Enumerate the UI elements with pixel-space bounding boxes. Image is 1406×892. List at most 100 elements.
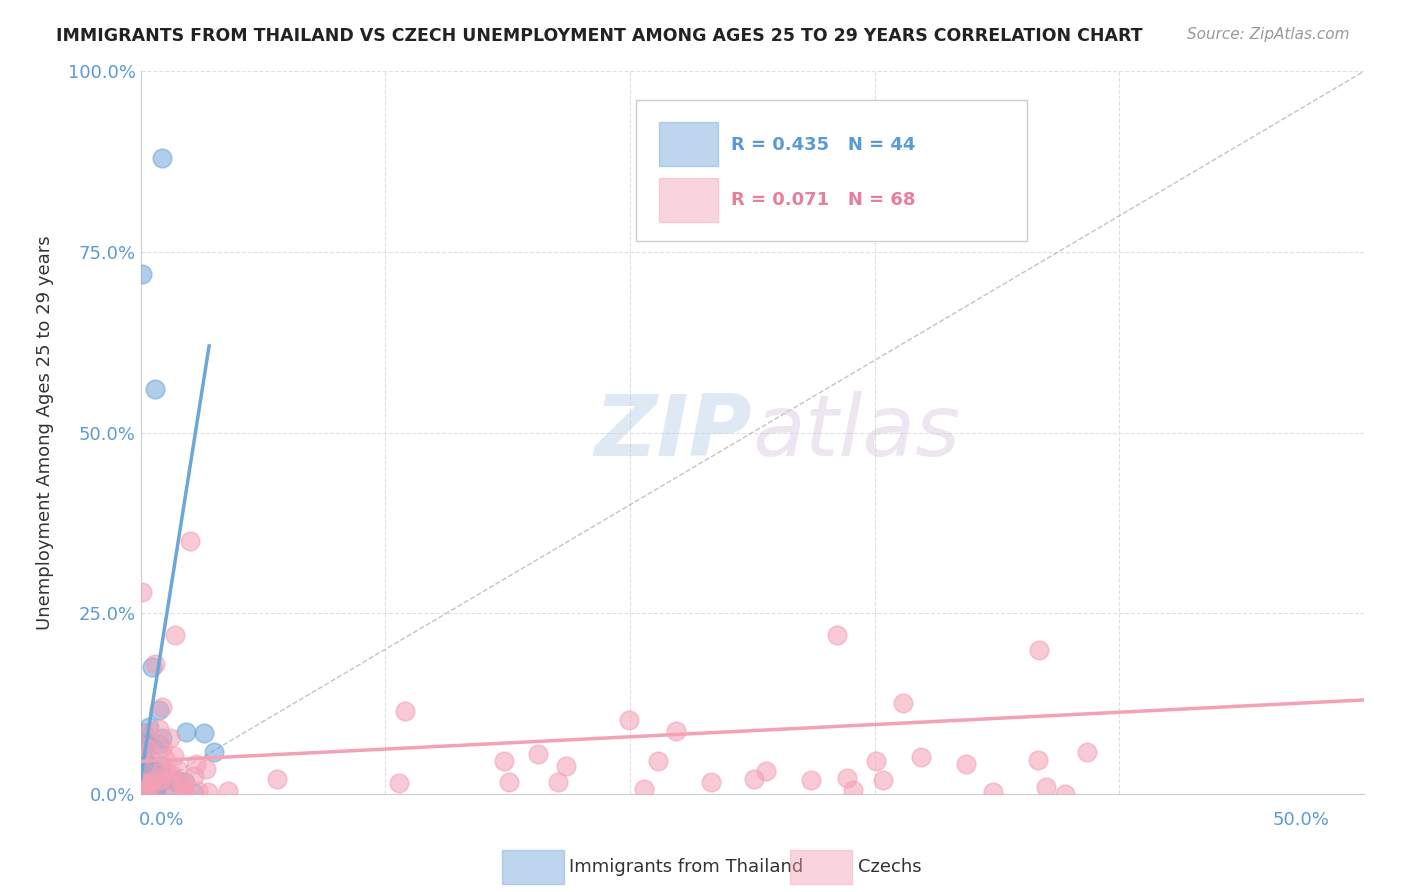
Point [197,785,219,799]
Point [136,736,159,750]
Point [187,784,209,798]
Point [165,775,187,789]
Point [139,764,162,778]
Point [134,777,156,791]
Point [150,739,173,754]
Point [135,744,157,758]
Point [131,782,153,797]
Point [174,724,197,739]
Point [202,745,225,759]
Point [159,731,181,745]
Point [394,704,416,718]
Point [141,660,163,674]
Point [141,776,163,790]
Point [143,764,166,779]
Point [150,700,173,714]
Point [755,764,778,779]
Point [135,782,157,797]
Point [865,754,887,768]
Point [388,776,411,790]
Point [139,743,162,757]
Point [150,731,173,745]
Point [742,772,765,786]
Point [146,779,169,793]
Point [139,779,162,793]
Point [153,784,176,798]
Point [166,772,188,787]
Point [825,628,848,642]
Point [617,714,640,728]
Point [194,762,217,776]
Point [138,719,160,733]
Point [633,781,655,796]
Point [266,772,288,787]
Point [166,763,188,777]
Point [1076,745,1098,759]
FancyBboxPatch shape [659,122,718,166]
Point [135,771,157,785]
Point [136,757,159,772]
Text: ZIP: ZIP [595,391,752,475]
Text: IMMIGRANTS FROM THAILAND VS CZECH UNEMPLOYMENT AMONG AGES 25 TO 29 YEARS CORRELA: IMMIGRANTS FROM THAILAND VS CZECH UNEMPL… [56,27,1143,45]
Point [492,755,515,769]
Point [165,628,187,642]
Text: Source: ZipAtlas.com: Source: ZipAtlas.com [1187,27,1350,42]
Point [160,768,183,782]
Point [131,775,153,789]
Point [842,783,865,797]
Point [132,769,155,783]
Point [699,774,721,789]
Point [148,722,170,736]
Point [835,771,858,785]
Point [183,786,205,800]
Point [527,747,550,761]
Point [143,657,166,671]
Point [131,746,153,760]
Text: Czechs: Czechs [858,858,921,876]
Point [163,749,186,764]
Point [156,766,179,780]
Point [145,786,167,800]
Point [138,724,160,739]
Point [153,772,176,787]
Point [150,151,173,165]
Point [1026,753,1049,767]
Point [174,786,197,800]
Point [131,584,153,599]
Point [193,725,215,739]
Point [217,783,239,797]
Point [647,754,669,768]
Point [143,774,166,789]
Point [149,758,172,772]
Text: 0.0%: 0.0% [139,811,184,829]
Point [800,772,823,787]
Point [148,737,170,751]
Point [179,533,201,548]
Point [910,750,932,764]
Point [139,771,162,785]
Point [149,772,172,787]
Point [143,382,166,396]
Point [141,761,163,775]
Point [139,781,162,796]
Point [132,780,155,795]
Text: Immigrants from Thailand: Immigrants from Thailand [569,858,804,876]
Point [135,740,157,755]
Point [173,786,195,800]
Point [153,751,176,765]
Point [134,738,156,752]
Text: R = 0.071   N = 68: R = 0.071 N = 68 [731,191,915,209]
Point [891,696,914,710]
Point [148,703,170,717]
Point [135,759,157,773]
Point [149,764,172,779]
Point [981,784,1004,798]
Point [131,267,153,281]
Y-axis label: Unemployment Among Ages 25 to 29 years: Unemployment Among Ages 25 to 29 years [35,235,53,630]
Point [547,775,569,789]
Point [138,779,160,793]
Point [143,784,166,798]
Point [132,774,155,789]
Point [173,778,195,792]
Point [132,726,155,740]
